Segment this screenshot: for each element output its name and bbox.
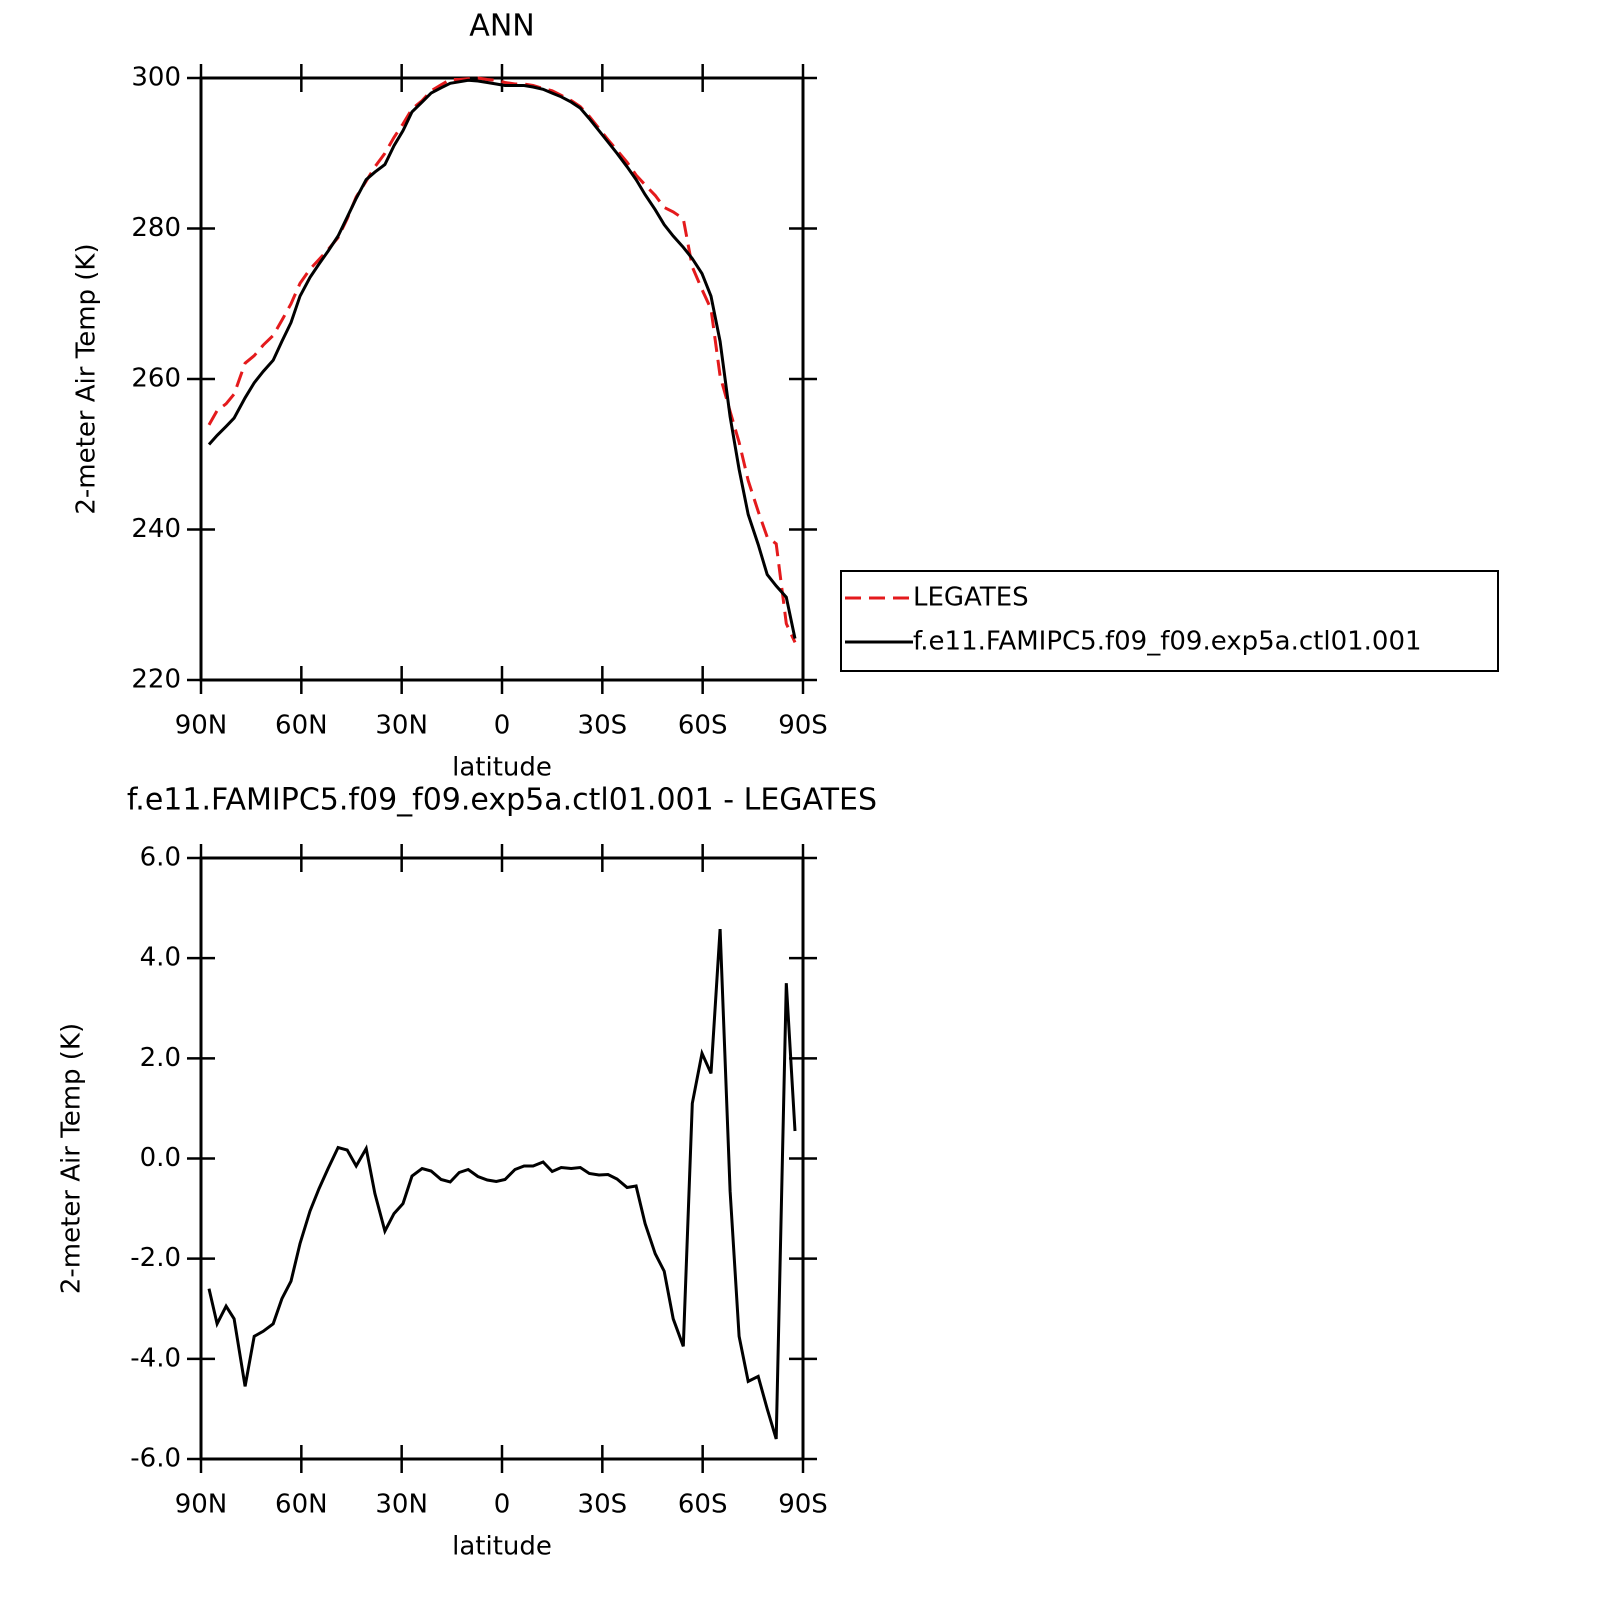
legend-label: f.e11.FAMIPC5.f09_f09.exp5a.ctl01.001 <box>913 627 1422 657</box>
x-tick-label: 90N <box>175 711 228 741</box>
x-axis-label: latitude <box>452 1532 552 1562</box>
x-tick-label: 30S <box>578 1490 628 1520</box>
data-line <box>207 929 797 1440</box>
chart-title: ANN <box>469 9 534 44</box>
x-tick-label: 30S <box>578 711 628 741</box>
x-tick-label: 90N <box>175 1490 228 1520</box>
y-axis-label: 2-meter Air Temp (K) <box>57 1023 87 1294</box>
y-tick-label: 4.0 <box>140 943 181 973</box>
x-tick-label: 60S <box>678 1490 728 1520</box>
x-axis-label: latitude <box>452 753 552 783</box>
legend-label: LEGATES <box>913 583 1029 613</box>
y-tick-label: 260 <box>131 364 181 394</box>
plot-frame <box>199 76 805 682</box>
y-tick-label: 280 <box>131 213 181 243</box>
y-tick-label: 2.0 <box>140 1043 181 1073</box>
x-tick-label: 60N <box>275 1490 328 1520</box>
y-tick-label: 300 <box>131 63 181 93</box>
y-tick-label: -2.0 <box>130 1243 181 1273</box>
data-line <box>207 78 797 639</box>
y-axis-label: 2-meter Air Temp (K) <box>72 243 102 514</box>
y-tick-label: 0.0 <box>140 1143 181 1173</box>
y-tick-label: -4.0 <box>130 1343 181 1373</box>
data-line <box>207 76 797 644</box>
y-tick-label: -6.0 <box>130 1444 181 1474</box>
plot-frame <box>199 856 805 1461</box>
x-tick-label: 0 <box>494 711 511 741</box>
x-tick-label: 60N <box>275 711 328 741</box>
y-tick-label: 220 <box>131 665 181 695</box>
x-tick-label: 30N <box>375 1490 428 1520</box>
legend-box <box>840 570 1499 672</box>
x-tick-label: 30N <box>375 711 428 741</box>
y-tick-label: 6.0 <box>140 843 181 873</box>
x-tick-label: 0 <box>494 1490 511 1520</box>
x-tick-label: 90S <box>778 1490 828 1520</box>
x-tick-label: 90S <box>778 711 828 741</box>
chart-title: f.e11.FAMIPC5.f09_f09.exp5a.ctl01.001 - … <box>127 783 877 818</box>
y-tick-label: 240 <box>131 514 181 544</box>
x-tick-label: 60S <box>678 711 728 741</box>
